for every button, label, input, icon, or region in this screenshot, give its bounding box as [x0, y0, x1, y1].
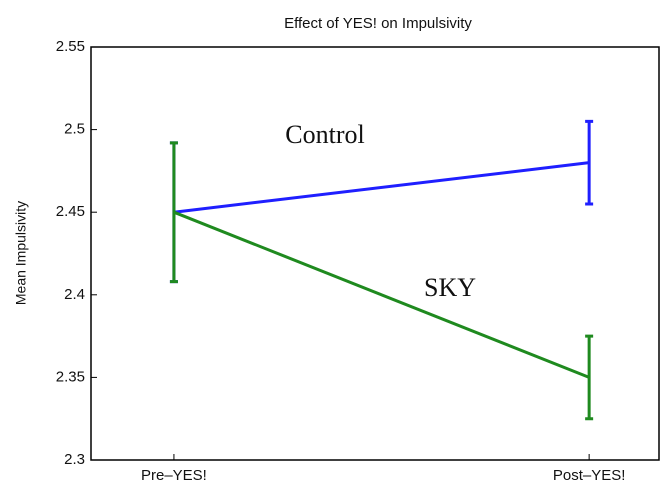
error-bar — [169, 141, 178, 284]
y-axis-label: Mean Impulsivity — [13, 201, 29, 305]
chart-title: Effect of YES! on Impulsivity — [284, 15, 472, 32]
y-tick-label: 2.3 — [64, 451, 85, 468]
y-tick-label: 2.55 — [56, 38, 85, 55]
x-tick-label: Pre–YES! — [141, 467, 207, 484]
plot-frame — [90, 46, 660, 461]
y-tick-label: 2.4 — [64, 286, 85, 303]
series-line — [173, 161, 590, 214]
error-bar — [585, 119, 594, 206]
series-label: Control — [285, 120, 364, 149]
y-tick-label: 2.45 — [56, 203, 85, 220]
x-tick-label: Post–YES! — [553, 467, 626, 484]
series-label: SKY — [424, 273, 476, 302]
series-line — [173, 210, 590, 379]
error-bar — [585, 334, 594, 421]
y-tick-label: 2.35 — [56, 368, 85, 385]
y-tick-label: 2.5 — [64, 121, 85, 138]
